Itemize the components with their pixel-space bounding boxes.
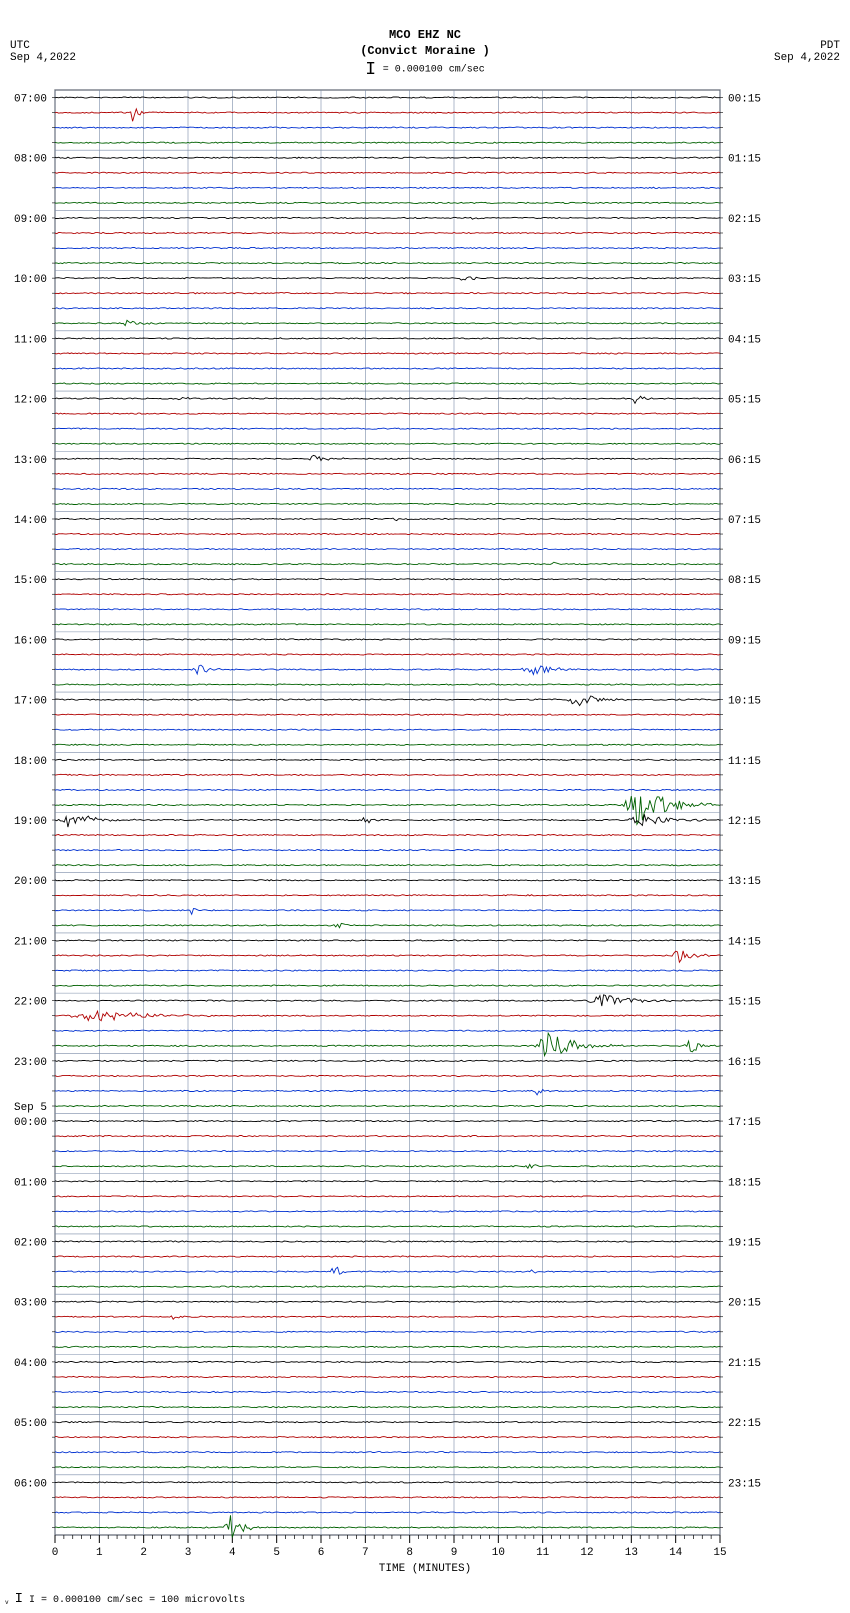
time-label-left: 19:00 [14,816,47,828]
time-label-left: 11:00 [14,334,47,346]
seismogram-plot: 012345678910111213141507:0008:0009:0010:… [0,0,850,1613]
time-label-left: 02:00 [14,1237,47,1249]
time-label-right: 01:15 [728,154,761,166]
x-axis-title: TIME (MINUTES) [0,1563,850,1575]
svg-text:1: 1 [96,1547,103,1559]
svg-text:6: 6 [318,1547,325,1559]
time-label-left: 15:00 [14,575,47,587]
time-label-right: 06:15 [728,455,761,467]
time-label-right: 16:15 [728,1057,761,1069]
time-label-right: 21:15 [728,1358,761,1370]
time-label-right: 07:15 [728,515,761,527]
time-label-left: 14:00 [14,515,47,527]
time-label-left: 16:00 [14,635,47,647]
time-label-right: 05:15 [728,395,761,407]
time-label-right: 20:15 [728,1298,761,1310]
time-label-left: 04:00 [14,1358,47,1370]
time-label-right: 09:15 [728,635,761,647]
svg-text:8: 8 [406,1547,413,1559]
time-label-right: 23:15 [728,1478,761,1490]
time-label-right: 19:15 [728,1237,761,1249]
svg-text:11: 11 [536,1547,550,1559]
svg-text:15: 15 [713,1547,726,1559]
svg-text:13: 13 [625,1547,638,1559]
time-label-right: 10:15 [728,696,761,708]
time-label-right: 13:15 [728,876,761,888]
svg-text:14: 14 [669,1547,683,1559]
svg-text:7: 7 [362,1547,369,1559]
svg-text:2: 2 [140,1547,147,1559]
time-label-right: 08:15 [728,575,761,587]
time-label-left: 03:00 [14,1298,47,1310]
time-label-right: 02:15 [728,214,761,226]
time-label-left: 06:00 [14,1478,47,1490]
calibration-text: I = 0.000100 cm/sec = 100 microvolts [29,1595,245,1606]
svg-text:9: 9 [451,1547,458,1559]
time-label-right: 04:15 [728,334,761,346]
time-label-left: 07:00 [14,94,47,106]
svg-text:5: 5 [273,1547,280,1559]
time-label-right: 03:15 [728,274,761,286]
time-label-left: 09:00 [14,214,47,226]
time-label-left: 01:00 [14,1177,47,1189]
time-label-right: 18:15 [728,1177,761,1189]
time-label-left: 10:00 [14,274,47,286]
svg-text:12: 12 [580,1547,593,1559]
time-label-left: 12:00 [14,395,47,407]
time-label-left: 22:00 [14,997,47,1009]
time-label-left: 17:00 [14,696,47,708]
time-label-right: 15:15 [728,997,761,1009]
time-label-left: 23:00 [14,1057,47,1069]
seismogram-page: MCO EHZ NC (Convict Moraine ) I = 0.0001… [0,0,850,1613]
time-label-left: 13:00 [14,455,47,467]
time-label-right: 14:15 [728,936,761,948]
time-label-right: 17:15 [728,1117,761,1129]
time-label-left: Sep 5 [14,1102,47,1114]
time-label-left: 20:00 [14,876,47,888]
svg-text:4: 4 [229,1547,236,1559]
svg-text:10: 10 [492,1547,505,1559]
calibration-note: v I I = 0.000100 cm/sec = 100 microvolts [5,1591,245,1607]
time-label-left: 18:00 [14,756,47,768]
time-label-right: 00:15 [728,94,761,106]
svg-text:0: 0 [52,1547,59,1559]
time-label-right: 12:15 [728,816,761,828]
time-label-left: 08:00 [14,154,47,166]
footer-tick-icon: v [5,1599,9,1606]
time-label-left: 00:00 [14,1117,47,1129]
time-label-right: 11:15 [728,756,761,768]
time-label-left: 05:00 [14,1418,47,1430]
time-label-right: 22:15 [728,1418,761,1430]
time-label-left: 21:00 [14,936,47,948]
svg-text:3: 3 [185,1547,192,1559]
